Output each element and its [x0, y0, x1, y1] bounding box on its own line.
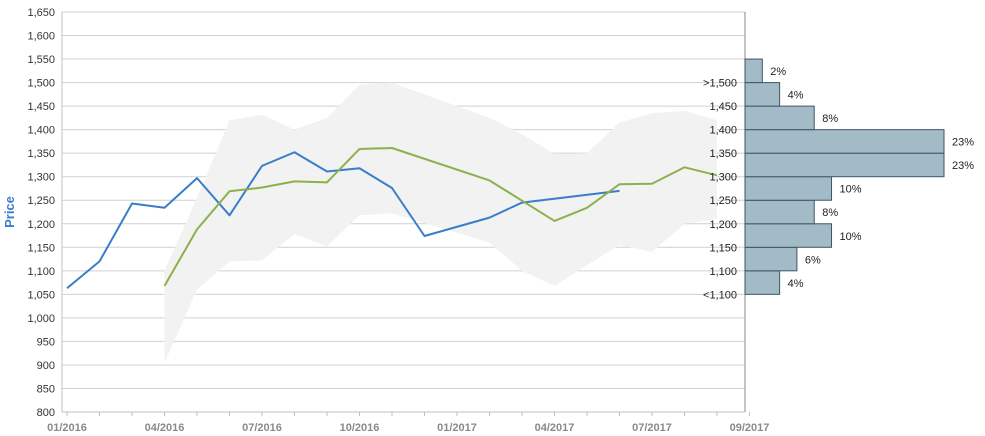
- histogram-bar: [744, 176, 833, 201]
- histogram-percent-label: 2%: [770, 66, 786, 78]
- histogram-bar: [744, 82, 781, 107]
- x-tick-label: 07/2017: [632, 422, 672, 434]
- y-tick-label: 1,200: [27, 219, 55, 231]
- histogram-percent-label: 4%: [788, 278, 804, 290]
- histogram-bar: [744, 223, 833, 248]
- y-tick-label: 1,050: [27, 289, 55, 301]
- series-lines: [66, 147, 718, 290]
- histogram-bin-label: <1,100: [703, 289, 737, 301]
- histogram-bin-label: 1,400: [709, 125, 737, 137]
- y-tick-label: 1,350: [27, 148, 55, 160]
- forecast-band-area: [164, 82, 717, 363]
- x-tick-label: 10/2016: [340, 422, 380, 434]
- y-tick-label: 1,250: [27, 195, 55, 207]
- histogram-bin-label: >1,500: [703, 78, 737, 90]
- histogram-bin-label: 1,350: [709, 148, 737, 160]
- histogram-percent-label: 6%: [805, 254, 821, 266]
- y-tick-label: 1,600: [27, 31, 55, 43]
- y-tick-label: 1,150: [27, 242, 55, 254]
- histogram-percent-label: 23%: [952, 160, 974, 172]
- histogram-percent-label: 10%: [840, 184, 862, 196]
- histogram-percent-label: 23%: [952, 137, 974, 149]
- y-tick-label: 900: [37, 360, 55, 372]
- y-tick-labels: 800 850 900 950 1,000 1,050 1,100 1,150 1,200 1,2…: [27, 7, 55, 419]
- histogram-bar: [744, 152, 945, 178]
- histogram-bin-label: 1,250: [709, 195, 737, 207]
- histogram-bar: [744, 270, 781, 295]
- y-tick-label: 1,400: [27, 125, 55, 137]
- y-tick-label: 850: [37, 383, 55, 395]
- x-tick-label: 01/2016: [47, 422, 87, 434]
- y-tick-label: 1,500: [27, 78, 55, 90]
- y-tick-label: 1,300: [27, 172, 55, 184]
- histogram-percent-label: 8%: [822, 113, 838, 125]
- y-tick-label: 950: [37, 336, 55, 348]
- forecast-band: [164, 82, 717, 363]
- histogram-bar: [744, 58, 763, 84]
- price-distribution-histogram: <1,100 4% 1,100 6% 1,150 10% 1,200 8% 1,250 10% 1,…: [703, 58, 974, 301]
- y-tick-label: 1,100: [27, 266, 55, 278]
- histogram-bin-label: 1,100: [709, 266, 737, 278]
- histogram-bar: [744, 246, 798, 272]
- histogram-bar: [744, 199, 815, 225]
- x-tick-label: 01/2017: [437, 422, 477, 434]
- blue-price-line: [66, 151, 620, 290]
- histogram-bar: [744, 129, 945, 154]
- histogram-percent-label: 10%: [840, 231, 862, 243]
- x-tick-label: 04/2016: [145, 422, 185, 434]
- histogram-bin-label: 1,150: [709, 242, 737, 254]
- histogram-percent-label: 4%: [788, 90, 804, 102]
- y-tick-label: 1,450: [27, 101, 55, 113]
- y-tick-label: 1,000: [27, 313, 55, 325]
- histogram-bin-label: 1,300: [709, 172, 737, 184]
- y-tick-label: 1,650: [27, 7, 55, 19]
- x-tick-label: 07/2016: [242, 422, 282, 434]
- x-tick-labels: 01/2016 04/2016 07/2016 10/2016 01/2017 04/20…: [47, 422, 769, 434]
- histogram-bin-label: 1,200: [709, 219, 737, 231]
- histogram-percent-label: 8%: [822, 207, 838, 219]
- y-tick-label: 1,550: [27, 54, 55, 66]
- x-tick-label: 09/2017: [730, 422, 770, 434]
- y-tick-label: 800: [37, 407, 55, 419]
- green-forecast-line: [163, 147, 718, 287]
- histogram-bin-label: 1,450: [709, 101, 737, 113]
- y-axis-label: Price: [2, 196, 17, 228]
- x-tick-label: 04/2017: [535, 422, 575, 434]
- histogram-bar: [744, 105, 815, 131]
